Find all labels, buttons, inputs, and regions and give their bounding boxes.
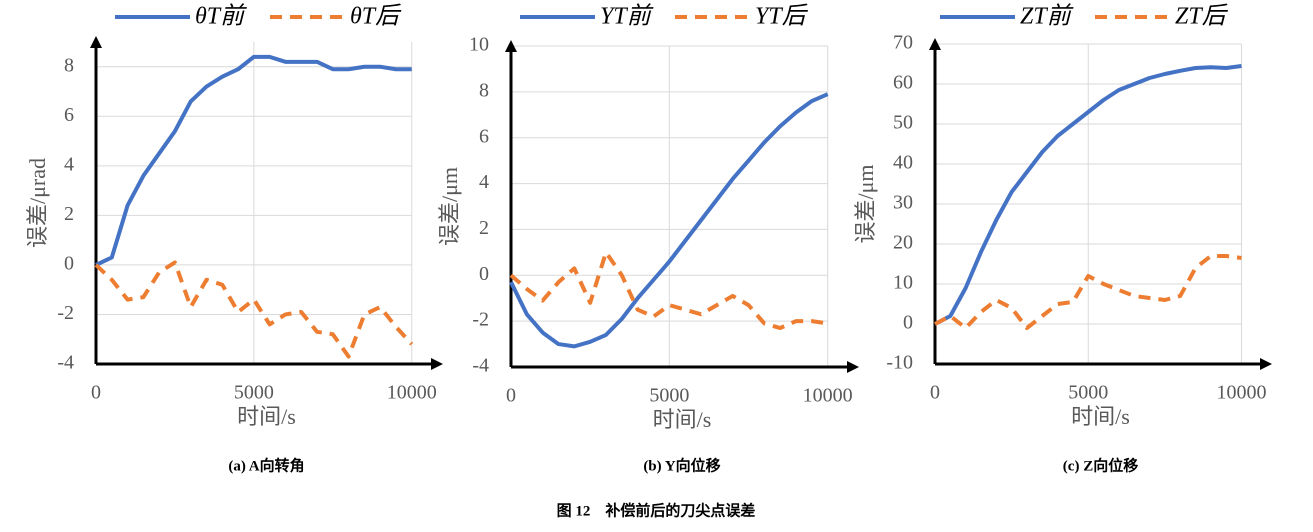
line-series (509, 92, 829, 349)
y-tick-label: 70 (893, 32, 913, 54)
y-tick-label: 50 (893, 112, 913, 134)
y-tick-label: 2 (64, 203, 74, 225)
legend-label: ZT后 (1175, 4, 1229, 30)
y-tick-label: 40 (893, 152, 913, 174)
y-tick-label: 10 (893, 272, 913, 294)
legend-label: θT后 (350, 4, 402, 30)
x-axis-label: 时间/s (237, 404, 296, 429)
y-tick-label: 4 (479, 171, 489, 193)
y-axis-label: 误差/μrad (25, 158, 50, 248)
x-tick-label: 10000 (387, 382, 437, 404)
x-tick-label: 5000 (234, 382, 274, 404)
line-series (95, 54, 412, 267)
y-tick-label: 6 (64, 104, 74, 126)
y-tick-label: 0 (64, 253, 74, 275)
y-tick-label: -4 (57, 352, 74, 374)
line-series (934, 64, 1242, 326)
y-tick-label: 6 (479, 125, 489, 147)
y-tick-label: 20 (893, 232, 913, 254)
y-tick-label: 4 (64, 153, 74, 175)
line-series (94, 260, 414, 359)
legend-label: ZT前 (1020, 3, 1074, 30)
x-tick-label: 5000 (649, 385, 689, 407)
y-axis-label: 误差/μm (853, 164, 878, 243)
legend-label: YT前 (600, 3, 654, 30)
y-tick-label: 60 (893, 72, 913, 94)
y-tick-label: -2 (472, 309, 489, 331)
y-tick-label: 2 (479, 217, 489, 239)
x-axis-label: 时间/s (1071, 404, 1130, 429)
x-tick-label: 0 (91, 382, 101, 404)
x-tick-label: 10000 (1216, 382, 1266, 404)
y-tick-label: -10 (886, 352, 913, 374)
y-tick-label: 30 (893, 192, 913, 214)
y-tick-label: -2 (57, 302, 74, 324)
subplot-caption: (b) Y向位移 (643, 456, 720, 474)
x-tick-label: 5000 (1068, 382, 1108, 404)
x-axis-label: 时间/s (653, 407, 712, 432)
y-tick-label: 8 (64, 54, 74, 76)
line-series (934, 254, 1242, 330)
subplot-caption: (c) Z向位移 (1063, 456, 1138, 474)
y-tick-label: -4 (472, 355, 489, 377)
figure-caption: 图 12 补偿前后的刀尖点误差 (557, 501, 756, 519)
y-tick-label: 8 (479, 79, 489, 101)
y-tick-label: 10 (469, 34, 489, 56)
x-tick-label: 10000 (803, 385, 853, 407)
x-tick-label: 0 (506, 385, 516, 407)
y-tick-label: 0 (903, 312, 913, 334)
x-tick-label: 0 (930, 382, 940, 404)
legend-label: YT后 (755, 4, 809, 30)
y-tick-label: 0 (479, 263, 489, 285)
subplot-caption: (a) A向转角 (228, 456, 304, 474)
legend-label: θT前 (195, 3, 247, 30)
y-axis-label: 误差/μm (437, 167, 462, 246)
line-series (509, 250, 828, 331)
